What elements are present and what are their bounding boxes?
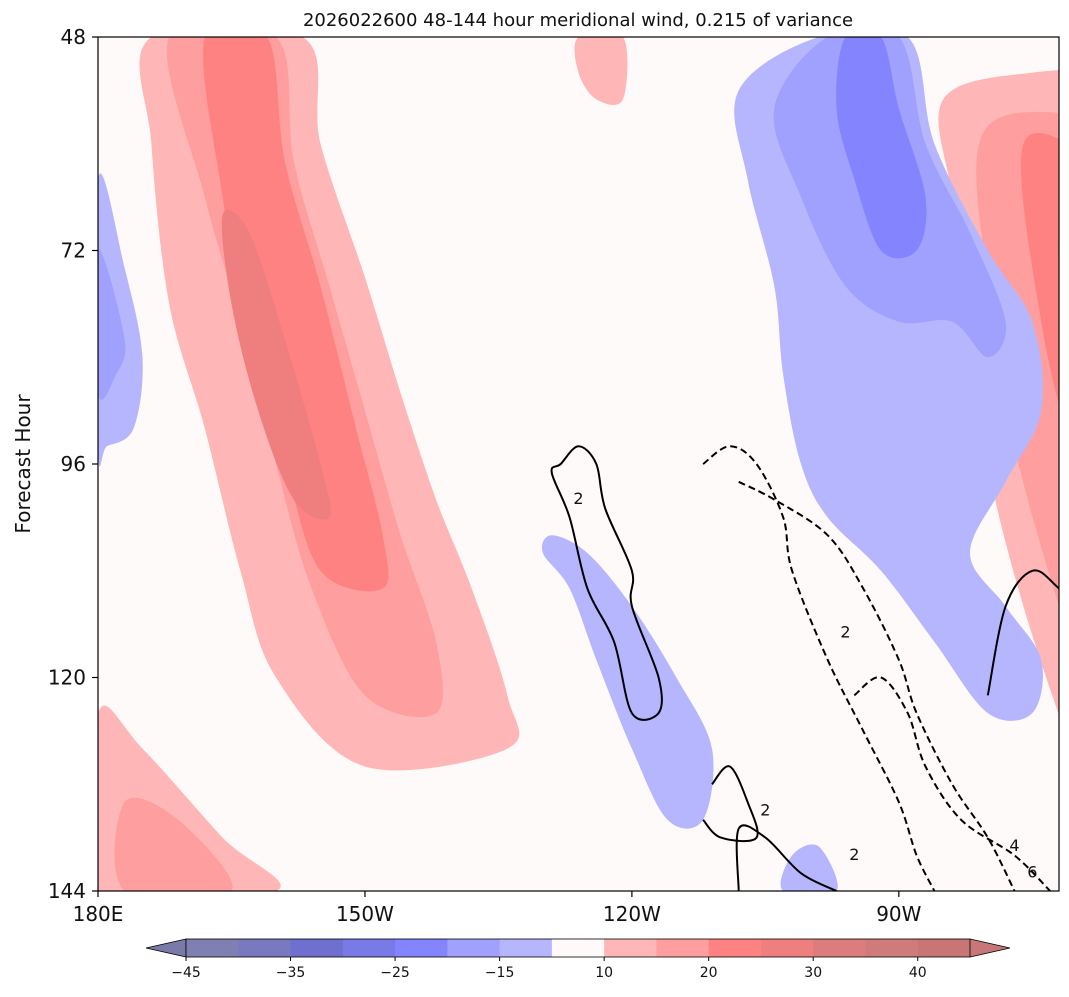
contour-solid-a: [550, 445, 663, 721]
colorbar-swatch: [447, 939, 501, 957]
contour-label-3: 2: [840, 623, 850, 642]
contour-solid-d: [702, 765, 759, 843]
colorbar-swatch: [656, 939, 710, 957]
colorbar-swatch: [551, 939, 605, 957]
filled-region-blue-left-edge-mid: [98, 250, 126, 401]
contour-label-1: 2: [760, 800, 770, 819]
filled-region-blue-bottom-small: [780, 844, 838, 891]
colorbar-swatch: [813, 939, 866, 957]
colorbar-swatch: [865, 939, 919, 957]
colorbar: −45 −35 −25 −15 10 20 30 40: [145, 938, 1011, 981]
x-axis: 180E 150W 120W 90W: [73, 891, 922, 926]
y-axis-label: Forecast Hour: [11, 394, 35, 534]
colorbar-swatch: [760, 939, 814, 957]
colorbar-swatch: [499, 939, 553, 957]
colorbar-tick-label: −35: [276, 965, 306, 981]
y-tick-label: 120: [48, 666, 86, 690]
y-tick-label: 96: [61, 452, 86, 476]
colorbar-swatch: [290, 939, 344, 957]
y-tick-label: 72: [61, 239, 86, 263]
contour-label-5: 6: [1027, 863, 1037, 882]
colorbar-tick-label: 20: [700, 965, 718, 981]
contour-label-2: 2: [849, 845, 859, 864]
colorbar-swatch: [708, 939, 762, 957]
y-tick-label: 144: [48, 879, 86, 903]
colorbar-swatch: [342, 939, 396, 957]
x-tick-label: 120W: [603, 902, 661, 926]
x-tick-label: 90W: [876, 902, 921, 926]
colorbar-tick-label: −25: [380, 965, 410, 981]
x-tick-label: 150W: [336, 902, 394, 926]
colorbar-tick-label: 40: [909, 965, 927, 981]
colorbar-swatch: [604, 939, 657, 957]
colorbar-tick-label: 10: [595, 965, 613, 981]
filled-region-pink-band-1-core: [203, 37, 389, 592]
chart-title: 2026022600 48-144 hour meridional wind, …: [303, 10, 853, 31]
filled-region-pink-top-small: [574, 37, 628, 105]
colorbar-swatch: [917, 939, 971, 957]
contour-dashed-c: [853, 676, 1051, 891]
contour-labels: 222246246: [573, 489, 1037, 882]
filled-region-pink-band-2-core: [1021, 133, 1059, 405]
colorbar-extend-min: [145, 938, 187, 958]
contour-dashed-b: [738, 480, 1016, 891]
contour-label-0: 2: [573, 489, 583, 508]
colorbar-swatch: [395, 939, 448, 957]
x-tick-label: 180E: [73, 902, 124, 926]
filled-region-blue-band-core: [836, 37, 927, 259]
colorbar-swatch: [238, 939, 292, 957]
contour-dashed-a: [702, 445, 936, 891]
contour-lines: [550, 445, 1059, 891]
contour-solid-e: [735, 824, 837, 891]
colorbar-tick-label: −15: [485, 965, 515, 981]
y-axis: 48 72 96 120 144: [48, 25, 98, 903]
contour-label-4: 4: [1009, 836, 1019, 855]
plot-area: 222246246: [97, 36, 1060, 892]
filled-region-blue-strip-center: [541, 535, 714, 829]
colorbar-frame: [185, 938, 971, 958]
colorbar-swatch: [186, 939, 239, 957]
filled-region-pink-bottom-left-mid: [114, 797, 233, 891]
colorbar-extend-max: [969, 938, 1011, 958]
filled-contours: [98, 37, 1059, 891]
contour-solid-b: [986, 569, 1059, 696]
colorbar-tick-label: 30: [804, 965, 822, 981]
filled-region-pink-band-1-dark: [221, 209, 331, 520]
y-tick-label: 48: [61, 25, 86, 49]
colorbar-tick-label: −45: [171, 965, 201, 981]
